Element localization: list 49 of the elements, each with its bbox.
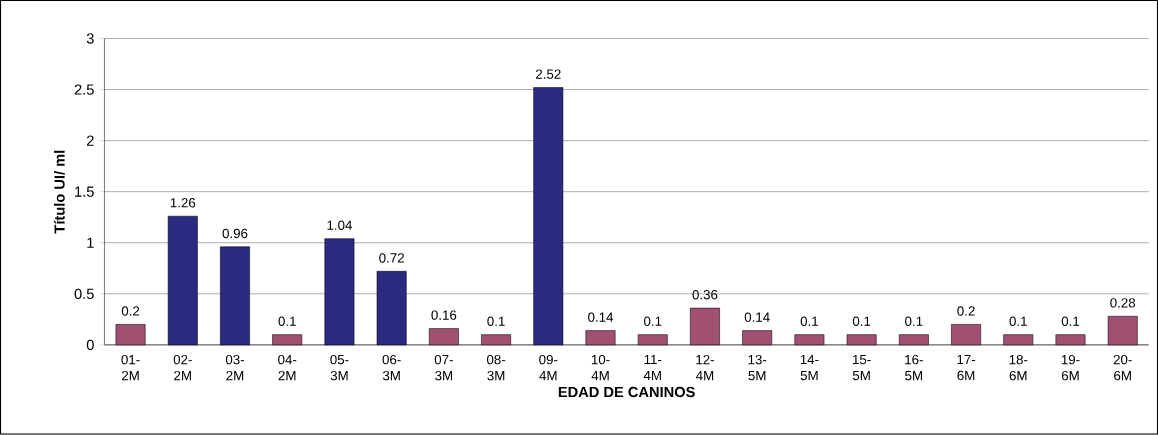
data-label: 2.52 [536,69,561,79]
x-tick-label: 05-3M [330,355,349,381]
x-tick-label: 15-5M [852,355,871,381]
data-label: 0.1 [1061,316,1080,327]
y-tick-label: 3 [86,33,94,44]
x-tick-label: 12-4M [696,355,714,381]
y-tick-label: 1.5 [75,186,94,197]
x-tick-label: 10-4M [591,355,610,381]
data-label: 1.26 [170,198,196,208]
data-label: 0.1 [852,316,871,327]
data-label: 0.1 [278,316,296,327]
y-tick-label: 1 [87,237,94,248]
x-tick-label: 14-5M [800,355,819,381]
y-tick-label: 2.5 [74,84,94,95]
x-tick-label: 11-4M [643,355,662,381]
x-tick-label: 09-4M [539,355,558,381]
data-label: 0.1 [800,316,819,327]
data-label: 0.96 [222,228,248,239]
data-label: 1.04 [327,220,352,231]
data-label: 0.16 [431,310,457,320]
x-tick-label: 03-2M [225,355,245,381]
data-label: 0.2 [121,306,140,316]
data-label: 0.28 [1110,298,1136,308]
x-tick-label: 07-3M [434,355,453,381]
data-label: 0.1 [1009,316,1027,327]
x-tick-label: 13-5M [748,355,767,381]
x-tick-label: 01-2M [121,355,140,381]
x-tick-label: 17-6M [957,355,976,381]
data-label: 0.72 [379,253,404,263]
x-tick-label: 06-3M [382,355,401,381]
y-tick-label: 2 [86,135,94,146]
y-tick-label: 0 [86,339,94,351]
data-label: 0.14 [588,312,614,323]
data-label: 0.1 [487,316,505,327]
data-label: 0.1 [905,316,923,327]
x-tick-label: 02-2M [173,355,192,381]
data-label: 0.2 [957,306,975,316]
data-label: 0.1 [644,316,662,327]
x-tick-label: 16-5M [905,355,923,381]
y-tick-label: 0.5 [74,288,94,300]
x-tick-label: 19-6M [1061,355,1080,381]
data-label: 0.14 [744,312,770,323]
x-tick-label: 08-3M [486,355,506,381]
x-tick-label: 18-6M [1009,355,1028,381]
x-tick-label: 04-2M [278,355,297,381]
x-tick-label: 20-6M [1113,355,1132,381]
data-label: 0.36 [692,290,718,300]
y-axis-title: Título UI/ ml [53,150,65,234]
x-axis-title: EDAD DE CANINOS [558,386,695,398]
